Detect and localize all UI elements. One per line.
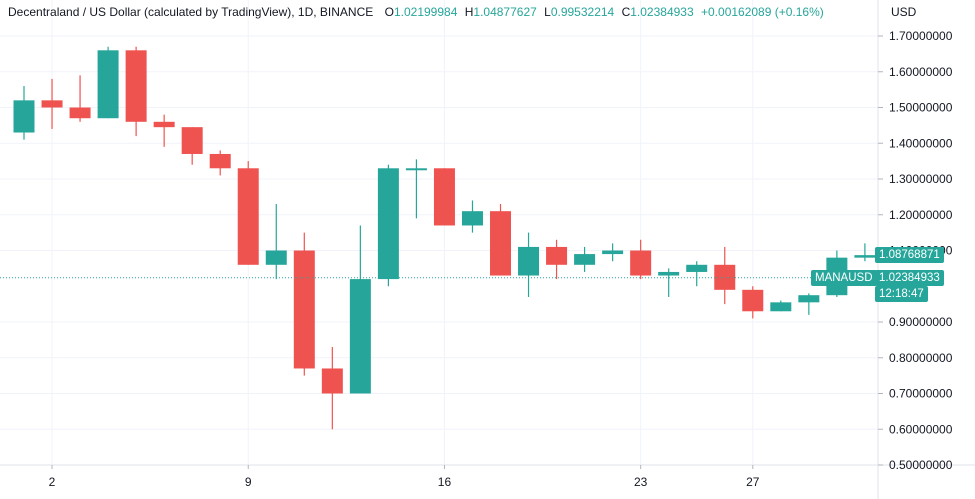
candle-body xyxy=(125,50,147,122)
candle-body xyxy=(405,168,427,171)
candle[interactable] xyxy=(574,246,596,272)
candle[interactable] xyxy=(321,347,343,430)
close-value: 1.02384933 xyxy=(630,5,694,19)
candle-body xyxy=(41,100,63,108)
candle[interactable] xyxy=(209,150,231,176)
x-tick-label: 2 xyxy=(49,475,56,489)
y-tick-label: 0.80000000 xyxy=(889,351,953,365)
y-tick-label: 0.50000000 xyxy=(889,458,953,472)
candle[interactable] xyxy=(153,114,175,147)
x-tick-label: 27 xyxy=(746,475,760,489)
y-tick-label: 1.30000000 xyxy=(889,172,953,186)
y-tick-label: 1.50000000 xyxy=(889,101,953,115)
candle-body xyxy=(181,127,203,154)
y-tick-label: 0.70000000 xyxy=(889,387,953,401)
candle-body xyxy=(349,279,371,394)
x-tick-label: 23 xyxy=(634,475,648,489)
candle-body xyxy=(13,100,35,133)
candle-body xyxy=(686,264,708,272)
x-tick-label: 9 xyxy=(245,475,252,489)
candle[interactable] xyxy=(69,75,91,122)
candle[interactable] xyxy=(237,161,259,265)
candle-body xyxy=(574,254,596,265)
candle[interactable] xyxy=(658,268,680,297)
candle[interactable] xyxy=(265,204,287,280)
high-label: H xyxy=(464,5,474,19)
y-tick-label: 0.60000000 xyxy=(889,422,953,436)
candle[interactable] xyxy=(181,127,203,165)
candle[interactable] xyxy=(770,300,792,312)
candle-body xyxy=(237,168,259,265)
symbol-tag: MANAUSD xyxy=(811,270,877,286)
candle[interactable] xyxy=(546,239,568,280)
candle-body xyxy=(798,295,820,303)
candle[interactable] xyxy=(630,239,652,280)
candle-body xyxy=(461,211,483,226)
candle-body xyxy=(321,368,343,394)
price-tag-last-candle: 1.08768871 xyxy=(875,247,944,263)
y-tick-label: 0.90000000 xyxy=(889,315,953,329)
chart-legend: Decentraland / US Dollar (calculated by … xyxy=(8,5,824,19)
candle-body xyxy=(209,153,231,169)
candle[interactable] xyxy=(518,232,540,297)
candle[interactable] xyxy=(97,46,119,119)
candle[interactable] xyxy=(686,261,708,287)
candle-body xyxy=(854,255,876,258)
candle-body xyxy=(546,246,568,265)
candle-body xyxy=(97,50,119,119)
low-value: 0.99532214 xyxy=(550,5,615,19)
candle-body xyxy=(658,271,680,276)
candle[interactable] xyxy=(433,168,455,226)
candle[interactable] xyxy=(854,243,876,262)
candle[interactable] xyxy=(293,232,315,376)
candle-body xyxy=(153,121,175,128)
y-tick-label: 1.70000000 xyxy=(889,29,953,43)
candle[interactable] xyxy=(349,225,371,394)
candle[interactable] xyxy=(377,164,399,287)
y-tick-label: 1.60000000 xyxy=(889,65,953,79)
candle[interactable] xyxy=(602,243,624,262)
open-label: O xyxy=(384,5,394,19)
candle[interactable] xyxy=(405,159,427,219)
open-value: 1.02199984 xyxy=(393,5,458,19)
countdown-tag: 12:18:47 xyxy=(875,286,928,302)
time-axis[interactable]: 2 9 16 23 27 xyxy=(49,465,760,489)
symbol-title[interactable]: Decentraland / US Dollar (calculated by … xyxy=(8,5,374,19)
candle[interactable] xyxy=(13,86,35,140)
candle-body xyxy=(490,211,512,276)
candle-body xyxy=(602,250,624,255)
candle-body xyxy=(293,250,315,369)
current-price-tag: 1.02384933 xyxy=(875,270,944,286)
candle-body xyxy=(265,250,287,265)
x-tick-label: 16 xyxy=(438,475,452,489)
candle-body xyxy=(433,168,455,226)
candle-body xyxy=(518,246,540,276)
low-label: L xyxy=(544,5,551,19)
candle[interactable] xyxy=(490,204,512,276)
y-tick-label: 1.40000000 xyxy=(889,136,953,150)
candle-body xyxy=(770,302,792,312)
currency-label[interactable]: USD xyxy=(891,5,917,19)
candle-body xyxy=(714,264,736,290)
candle-body xyxy=(69,107,91,119)
candle[interactable] xyxy=(125,46,147,137)
close-label: C xyxy=(621,5,631,19)
change-value: +0.00162089 (+0.16%) xyxy=(701,5,824,19)
candle[interactable] xyxy=(461,200,483,233)
y-tick-label: 1.20000000 xyxy=(889,208,953,222)
candle-body xyxy=(742,289,764,312)
candle[interactable] xyxy=(742,286,764,319)
high-value: 1.04877627 xyxy=(473,5,537,19)
candle[interactable] xyxy=(798,293,820,315)
candle[interactable] xyxy=(41,78,63,129)
candle[interactable] xyxy=(714,246,736,305)
candle-body xyxy=(377,168,399,280)
candle-body xyxy=(630,250,652,276)
